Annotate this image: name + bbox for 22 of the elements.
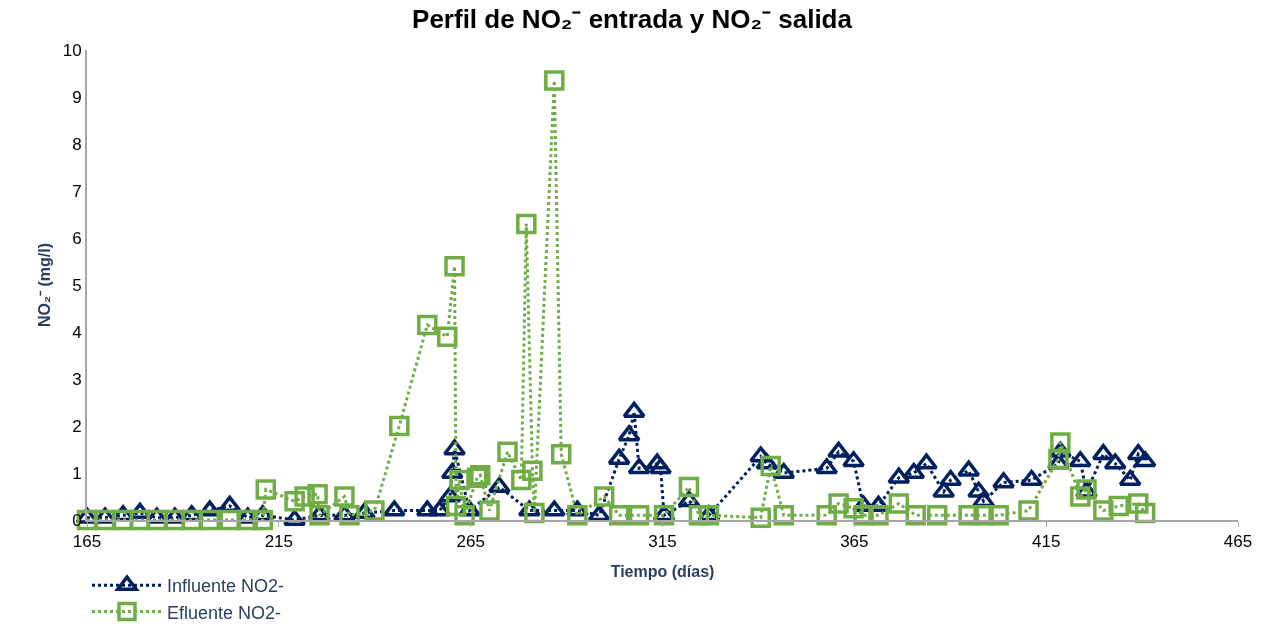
x-tick-label: 415 [1031, 532, 1061, 552]
x-tick-label: 465 [1223, 532, 1253, 552]
legend-label: Influente NO2- [167, 576, 285, 597]
y-tick-label: 6 [72, 228, 82, 248]
chart-title: Perfil de NO₂⁻ entrada y NO₂⁻ salida [412, 3, 853, 34]
y-axis-title: NO₂⁻ (mg/l) [36, 242, 54, 328]
x-tick-label: 315 [648, 532, 677, 552]
x-tick-label: 365 [840, 532, 869, 552]
y-tick-label: 9 [72, 87, 82, 107]
y-tick-label: 5 [72, 275, 82, 295]
legend-label: Efluente NO2- [167, 602, 282, 623]
y-tick-label: 4 [72, 322, 82, 342]
y-tick-label: 10 [62, 40, 82, 60]
x-tick-label: 165 [72, 532, 102, 552]
y-tick-label: 1 [72, 463, 82, 483]
y-tick-label: 2 [72, 416, 82, 436]
x-tick-label: 215 [264, 532, 294, 552]
y-tick-label: 3 [72, 369, 82, 389]
y-tick-label: 8 [72, 134, 82, 154]
x-tick-label: 265 [456, 532, 485, 552]
x-axis-title: Tiempo (días) [610, 562, 715, 580]
y-tick-label: 7 [72, 181, 82, 201]
